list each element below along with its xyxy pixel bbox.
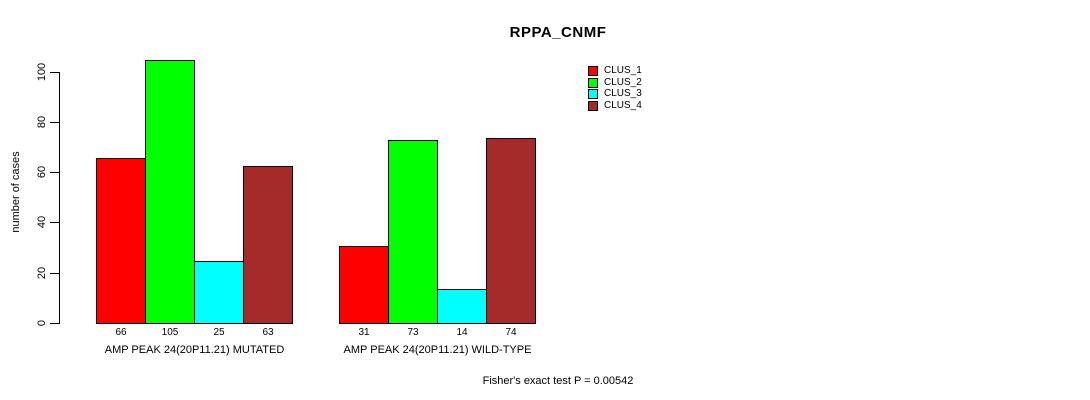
legend-item-clus_4: CLUS_4 <box>588 100 642 112</box>
bar-clus_2-group2 <box>388 140 438 324</box>
legend-swatch-clus_2 <box>588 78 598 88</box>
y-tick-label: 100 <box>36 62 48 82</box>
legend-swatch-clus_3 <box>588 89 598 99</box>
y-tick-label: 40 <box>36 215 48 229</box>
y-tick-mark <box>50 172 60 173</box>
y-tick-mark <box>50 222 60 223</box>
legend-item-clus_3: CLUS_3 <box>588 88 642 100</box>
bar-value-label: 25 <box>213 327 225 338</box>
legend-swatch-clus_1 <box>588 66 598 76</box>
legend-item-clus_2: CLUS_2 <box>588 77 642 89</box>
y-axis-line <box>59 72 60 324</box>
y-tick-label: 60 <box>36 165 48 179</box>
bar-value-label: 63 <box>262 327 274 338</box>
legend-item-clus_1: CLUS_1 <box>588 65 642 77</box>
legend-label: CLUS_3 <box>604 88 642 99</box>
bar-value-label: 31 <box>358 327 370 338</box>
legend-label: CLUS_4 <box>604 100 642 111</box>
bar-clus_4-group1 <box>243 166 293 324</box>
bar-value-label: 73 <box>407 327 419 338</box>
chart-title: RPPA_CNMF <box>509 24 607 41</box>
legend-label: CLUS_2 <box>604 77 642 88</box>
bar-clus_4-group2 <box>486 138 536 324</box>
bar-clus_1-group2 <box>339 246 389 324</box>
legend-label: CLUS_1 <box>604 65 642 76</box>
bar-clus_3-group1 <box>194 261 244 324</box>
bar-value-label: 74 <box>505 327 517 338</box>
y-tick-mark <box>50 72 60 73</box>
bar-clus_3-group2 <box>437 289 487 324</box>
y-tick-label: 0 <box>36 319 48 327</box>
fisher-test-note: Fisher's exact test P = 0.00542 <box>482 375 634 387</box>
x-group-label: AMP PEAK 24(20P11.21) WILD-TYPE <box>343 344 532 356</box>
x-group-label: AMP PEAK 24(20P11.21) MUTATED <box>104 344 285 356</box>
bar-clus_1-group1 <box>96 158 146 324</box>
bar-clus_2-group1 <box>145 60 195 324</box>
y-tick-label: 80 <box>36 115 48 129</box>
y-tick-mark <box>50 273 60 274</box>
y-tick-label: 20 <box>36 266 48 280</box>
y-tick-mark <box>50 122 60 123</box>
bar-value-label: 14 <box>456 327 468 338</box>
y-axis-title: number of cases <box>10 151 22 233</box>
y-tick-mark <box>50 323 60 324</box>
bar-value-label: 105 <box>161 327 179 338</box>
legend-swatch-clus_4 <box>588 101 598 111</box>
legend: CLUS_1 CLUS_2 CLUS_3 CLUS_4 <box>588 65 678 125</box>
bar-value-label: 66 <box>115 327 127 338</box>
